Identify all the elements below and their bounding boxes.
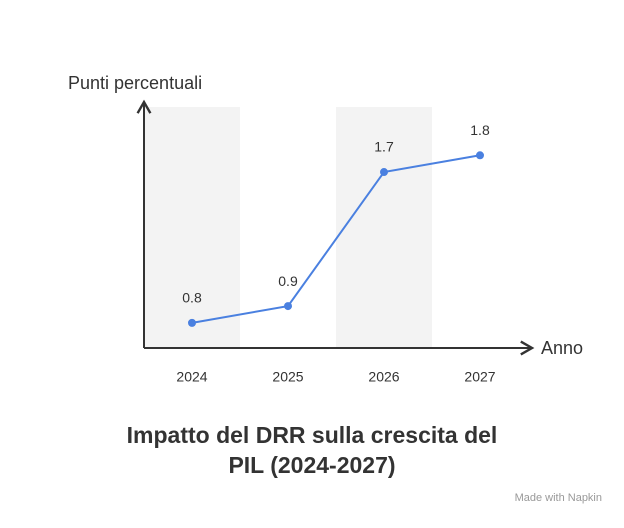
- data-label: 1.8: [470, 122, 490, 138]
- data-label: 1.7: [374, 139, 394, 155]
- point: [380, 168, 388, 177]
- data-label: 0.9: [278, 273, 298, 289]
- x-axis-label: Anno: [541, 338, 583, 358]
- x-tick-label: 2025: [272, 369, 303, 385]
- point: [476, 151, 484, 160]
- line: [191, 154, 481, 324]
- point: [188, 318, 196, 327]
- x-tick-label: 2024: [176, 369, 207, 385]
- x-tick-label: 2026: [368, 369, 399, 385]
- data-label: 0.8: [182, 290, 202, 306]
- y-axis-label: Punti percentuali: [68, 73, 202, 93]
- category-band: [336, 107, 432, 348]
- chart-title: Impatto del DRR sulla crescita del PIL (…: [126, 422, 498, 478]
- point: [284, 302, 292, 311]
- footer: Made with Napkin: [514, 492, 602, 504]
- category-band: [144, 107, 240, 348]
- x-tick-label: 2027: [464, 369, 495, 385]
